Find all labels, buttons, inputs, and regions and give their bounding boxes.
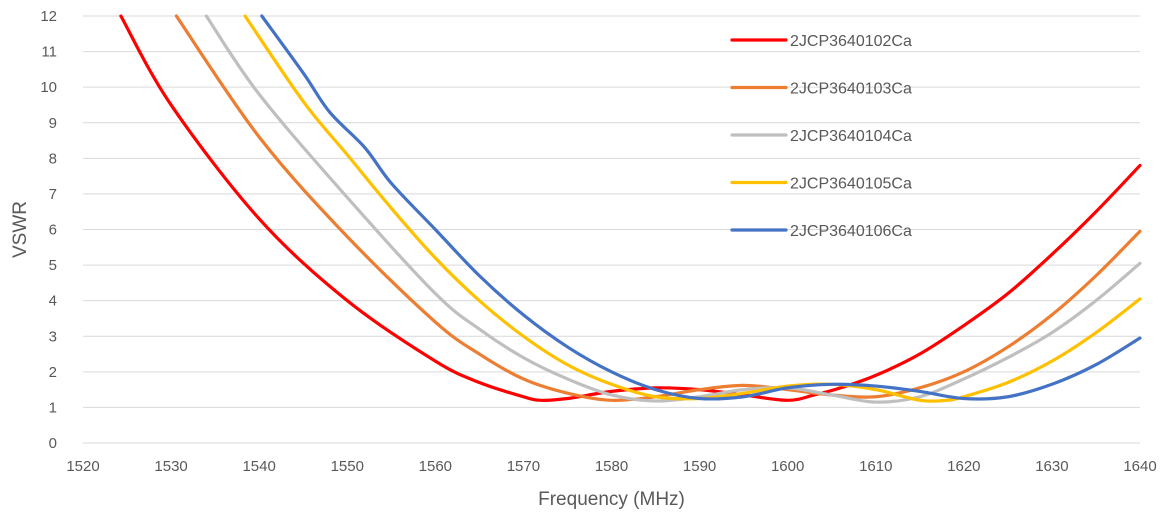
series-line-2JCP3640106Ca [260,14,1142,401]
legend-label: 2JCP3640105Ca [790,176,912,193]
x-tick-label: 1580 [595,458,628,475]
y-tick-label: 12 [40,8,57,25]
x-tick-label: 1550 [331,458,364,475]
y-tick-label: 10 [40,79,57,96]
legend-label: 2JCP3640103Ca [790,81,912,98]
x-tick-label: 1610 [859,458,892,475]
x-tick-label: 1520 [66,458,99,475]
x-tick-label: 1630 [1035,458,1068,475]
x-tick-label: 1530 [154,458,187,475]
x-tick-label: 1540 [242,458,275,475]
legend-label: 2JCP3640106Ca [790,223,912,240]
y-tick-label: 0 [49,435,57,452]
y-tick-label: 5 [49,257,57,274]
x-tick-label: 1600 [771,458,804,475]
x-tick-label: 1620 [947,458,980,475]
y-tick-label: 1 [49,399,57,416]
gridlines [83,15,1140,444]
x-tick-label: 1640 [1123,458,1156,475]
x-tick-label: 1570 [507,458,540,475]
x-tick-label: 1560 [419,458,452,475]
series-line-2JCP3640103Ca [174,14,1142,402]
x-tick-label: 1590 [683,458,716,475]
y-tick-label: 8 [49,150,57,167]
y-tick-label: 9 [49,115,57,132]
y-axis-title: VSWR [10,201,31,258]
legend-label: 2JCP3640102Ca [790,33,912,50]
series-line-2JCP3640104Ca [204,14,1142,404]
series-line-2JCP3640105Ca [243,14,1142,403]
y-tick-label: 3 [49,328,57,345]
y-tick-label: 2 [49,364,57,381]
y-tick-label: 11 [41,44,57,61]
series-line-2JCP3640102Ca [119,14,1142,402]
y-tick-label: 4 [49,293,57,310]
y-tick-label: 7 [49,186,57,203]
legend: 2JCP3640102Ca 2JCP3640103Ca 2JCP3640104Ca 2… [730,33,912,240]
x-axis-title: Frequency (MHz) [538,489,685,510]
legend-label: 2JCP3640104Ca [790,128,912,145]
y-tick-label: 6 [49,222,57,239]
series-lines [119,14,1142,404]
